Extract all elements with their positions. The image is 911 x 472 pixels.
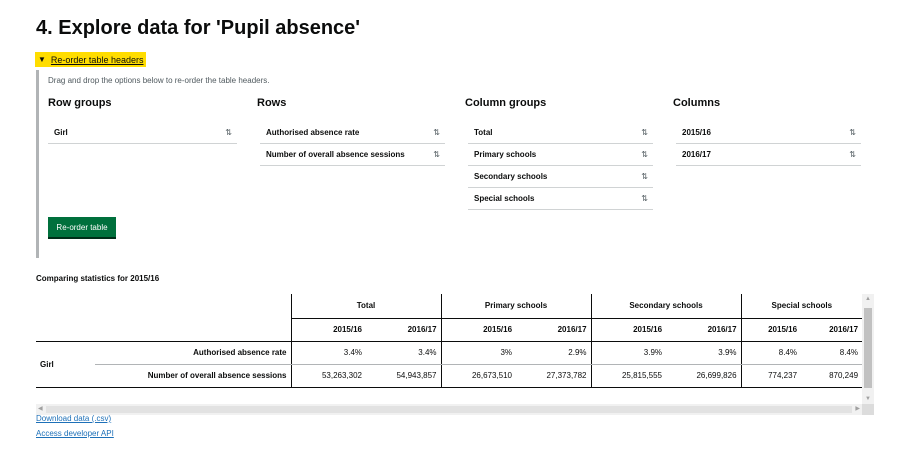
table-corner (36, 318, 291, 342)
draggable-item[interactable]: Number of overall absence sessions ⇅ (260, 144, 445, 166)
table-cell: 26,673,510 (440, 364, 517, 388)
column-header: 2016/17 (516, 318, 592, 342)
vertical-scrollbar[interactable]: ▲ ▼ (862, 294, 874, 404)
column-header: 2016/17 (366, 318, 442, 342)
reorder-table-button[interactable]: Re-order table (48, 217, 116, 237)
table-corner (36, 294, 291, 318)
row-header: Number of overall absence sessions (95, 364, 291, 388)
scroll-left-icon[interactable]: ◀ (38, 406, 43, 412)
scroll-up-icon[interactable]: ▲ (865, 296, 871, 302)
column-groups-heading: Column groups (465, 97, 547, 109)
table-cell: 3.9% (666, 341, 742, 365)
item-label: Primary schools (474, 150, 537, 159)
table-caption: Comparing statistics for 2015/16 (36, 274, 160, 283)
triangle-down-icon: ▼ (38, 55, 46, 64)
table-cell: 3.4% (366, 341, 442, 365)
horizontal-scroll-thumb[interactable] (46, 406, 852, 413)
reorder-headers-toggle[interactable]: ▼ Re-order table headers (35, 52, 147, 67)
table-row: Number of overall absence sessions 53,26… (36, 364, 862, 388)
scroll-down-icon[interactable]: ▼ (865, 396, 871, 402)
column-header: 2015/16 (740, 318, 802, 342)
column-group-header: Secondary schools (590, 294, 742, 319)
item-label: Special schools (474, 194, 535, 203)
columns-heading: Columns (673, 97, 721, 109)
table-cell: 8.4% (740, 341, 802, 365)
column-header: 2015/16 (590, 318, 667, 342)
page-title: 4. Explore data for 'Pupil absence' (36, 17, 361, 39)
table-cell: 54,943,857 (366, 364, 442, 388)
developer-api-link[interactable]: Access developer API (36, 429, 114, 438)
scroll-right-icon[interactable]: ▶ (855, 406, 860, 412)
table-cell: 25,815,555 (590, 364, 667, 388)
table-cell: 27,373,782 (516, 364, 592, 388)
reorder-headers-toggle-label: Re-order table headers (50, 54, 144, 65)
columns-list: 2015/16 ⇅ 2016/17 ⇅ (676, 122, 861, 166)
draggable-item[interactable]: Primary schools ⇅ (468, 144, 653, 166)
table-cell: 8.4% (801, 341, 862, 365)
column-group-header: Total (290, 294, 442, 319)
column-group-header: Primary schools (440, 294, 592, 319)
item-label: Total (474, 128, 493, 137)
sort-arrows-icon: ⇅ (225, 128, 232, 137)
column-header: 2015/16 (290, 318, 366, 342)
column-group-header: Special schools (740, 294, 862, 319)
sort-arrows-icon: ⇅ (641, 194, 648, 203)
table-cell: 3.9% (590, 341, 667, 365)
row-header: Authorised absence rate (95, 341, 291, 365)
sort-arrows-icon: ⇅ (433, 128, 440, 137)
table-row: Girl Authorised absence rate 3.4% 3.4% 3… (36, 341, 862, 388)
column-header: 2015/16 (440, 318, 517, 342)
row-groups-list: Girl ⇅ (48, 122, 237, 144)
draggable-item[interactable]: Total ⇅ (468, 122, 653, 144)
horizontal-scrollbar[interactable]: ◀ ▶ (36, 404, 862, 415)
table-cell: 3.4% (290, 341, 366, 365)
item-label: 2015/16 (682, 128, 711, 137)
data-table: Total Primary schools Secondary schools … (36, 294, 862, 388)
draggable-item[interactable]: 2016/17 ⇅ (676, 144, 861, 166)
table-cell: 2.9% (516, 341, 592, 365)
sort-arrows-icon: ⇅ (641, 128, 648, 137)
row-groups-heading: Row groups (48, 97, 112, 109)
column-groups-list: Total ⇅ Primary schools ⇅ Secondary scho… (468, 122, 653, 210)
data-table-container[interactable]: Total Primary schools Secondary schools … (36, 294, 862, 396)
table-cell: 53,263,302 (290, 364, 366, 388)
draggable-item[interactable]: Special schools ⇅ (468, 188, 653, 210)
item-label: Authorised absence rate (266, 128, 360, 137)
sort-arrows-icon: ⇅ (849, 128, 856, 137)
table-cell: 3% (440, 341, 517, 365)
reorder-panel-border (36, 70, 39, 258)
rows-heading: Rows (257, 97, 287, 109)
draggable-item[interactable]: Secondary schools ⇅ (468, 166, 653, 188)
column-header: 2016/17 (666, 318, 742, 342)
table-cell: 774,237 (740, 364, 802, 388)
draggable-item[interactable]: 2015/16 ⇅ (676, 122, 861, 144)
item-label: 2016/17 (682, 150, 711, 159)
sort-arrows-icon: ⇅ (641, 150, 648, 159)
item-label: Secondary schools (474, 172, 548, 181)
row-group-header: Girl (36, 341, 95, 388)
sort-arrows-icon: ⇅ (641, 172, 648, 181)
rows-list: Authorised absence rate ⇅ Number of over… (260, 122, 445, 166)
sort-arrows-icon: ⇅ (433, 150, 440, 159)
sort-arrows-icon: ⇅ (849, 150, 856, 159)
table-cell: 870,249 (801, 364, 862, 388)
reorder-hint: Drag and drop the options below to re-or… (48, 76, 270, 85)
item-label: Girl (54, 128, 68, 137)
draggable-item[interactable]: Authorised absence rate ⇅ (260, 122, 445, 144)
table-cell: 26,699,826 (666, 364, 742, 388)
scrollbar-corner (862, 404, 874, 415)
draggable-item[interactable]: Girl ⇅ (48, 122, 237, 144)
vertical-scroll-thumb[interactable] (864, 308, 872, 388)
download-csv-link[interactable]: Download data (.csv) (36, 414, 112, 423)
column-header: 2016/17 (801, 318, 862, 342)
item-label: Number of overall absence sessions (266, 150, 405, 159)
